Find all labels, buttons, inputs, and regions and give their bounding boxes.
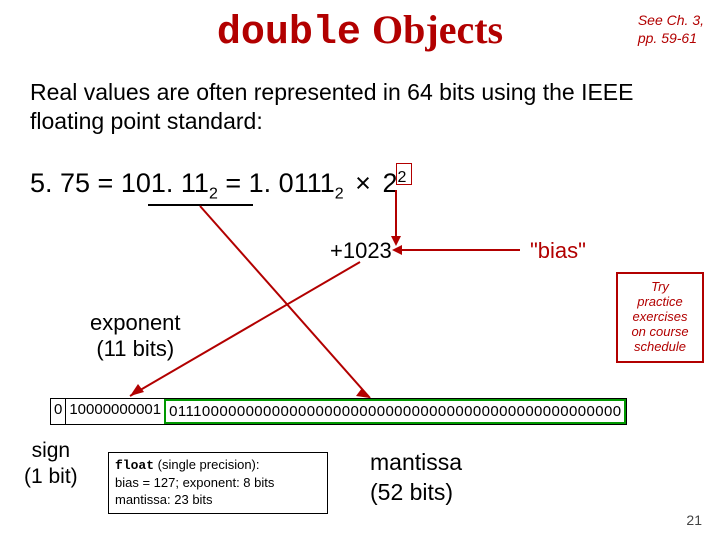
float-l1: (single precision):: [154, 457, 260, 472]
eq-exp: 2: [397, 169, 406, 187]
eq-mult: ×: [351, 168, 375, 198]
intro-text: Real values are often represented in 64 …: [30, 78, 690, 136]
bit-exponent-cell: 10000000001: [65, 399, 164, 424]
title-word-1: double: [217, 11, 361, 56]
page-number: 21: [686, 512, 702, 528]
bit-mantissa-cell: 0111000000000000000000000000000000000000…: [164, 399, 626, 424]
try-practice-note: Try practice exercises on course schedul…: [616, 272, 704, 363]
bias-label: "bias": [530, 238, 586, 264]
float-keyword: float: [115, 458, 154, 473]
arrow-exp-to-plus1023: [395, 190, 397, 238]
eq-lhs: 5. 75 =: [30, 168, 113, 198]
equation: 5. 75 = 101. 112 = 1. 01112 × 22: [30, 168, 406, 203]
sign-label: sign (1 bit): [24, 438, 78, 491]
underline-bin1: [148, 204, 253, 206]
bit-sign-cell: 0: [51, 399, 65, 424]
title-word-2: Objects: [372, 7, 503, 52]
eq-sub2: 2: [335, 185, 344, 202]
float-note: float (single precision): bias = 127; ex…: [108, 452, 328, 514]
eq-sub1: 2: [209, 185, 218, 202]
float-l3: mantissa: 23 bits: [115, 492, 213, 507]
plus-1023: +1023: [330, 238, 392, 264]
arrow-bias-to-plus1023: [400, 249, 520, 251]
reference-note: See Ch. 3, pp. 59-61: [638, 12, 704, 47]
float-l2: bias = 127; exponent: 8 bits: [115, 475, 274, 490]
mantissa-label: mantissa (52 bits): [370, 448, 462, 508]
eq-bin2: 1. 0111: [249, 168, 335, 198]
eq-bin1: 101. 11: [121, 168, 209, 198]
slide-title: double Objects: [0, 6, 720, 56]
eq-eq: =: [225, 168, 241, 198]
exponent-label: exponent (11 bits): [90, 310, 181, 363]
bit-row: 0 10000000001 01110000000000000000000000…: [50, 398, 627, 425]
